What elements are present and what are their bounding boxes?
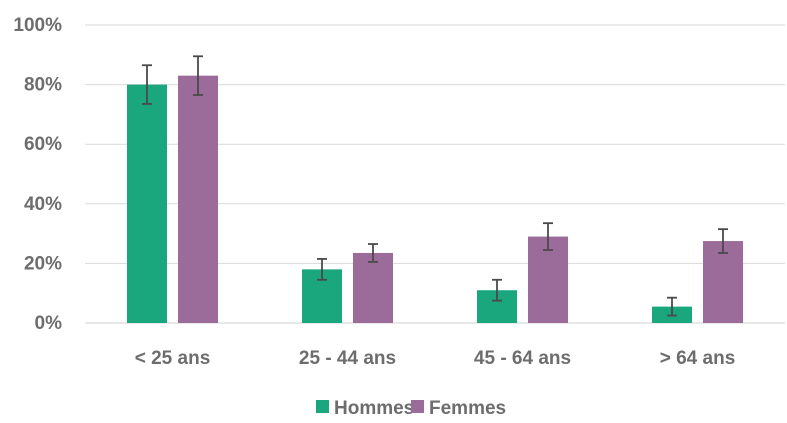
y-tick-label: 80% xyxy=(24,75,62,96)
error-bars xyxy=(142,55,728,317)
x-category-label: 25 - 44 ans xyxy=(299,348,396,369)
y-axis: 0% 20% 40% 60% 80% 100% xyxy=(13,15,62,334)
legend-swatch-hommes xyxy=(316,400,329,413)
y-tick-label: 0% xyxy=(35,313,63,334)
legend-swatch-femmes xyxy=(411,400,424,413)
legend-label-hommes: Hommes xyxy=(334,398,414,419)
bar-femmes xyxy=(703,241,743,323)
x-category-label: 45 - 64 ans xyxy=(474,348,571,369)
y-tick-label: 20% xyxy=(24,253,62,274)
bar-femmes xyxy=(353,252,393,323)
bar-hommes xyxy=(127,84,167,323)
legend-label-femmes: Femmes xyxy=(429,398,506,419)
y-tick-label: 40% xyxy=(24,194,62,215)
bars xyxy=(127,75,743,323)
x-axis: < 25 ans 25 - 44 ans 45 - 64 ans > 64 ans xyxy=(135,348,736,369)
y-tick-label: 100% xyxy=(13,15,62,36)
bar-femmes xyxy=(178,75,218,323)
x-category-label: > 64 ans xyxy=(660,348,736,369)
y-tick-label: 60% xyxy=(24,134,62,155)
bar-femmes xyxy=(528,236,568,323)
x-category-label: < 25 ans xyxy=(135,348,211,369)
legend: Hommes Femmes xyxy=(316,398,506,419)
